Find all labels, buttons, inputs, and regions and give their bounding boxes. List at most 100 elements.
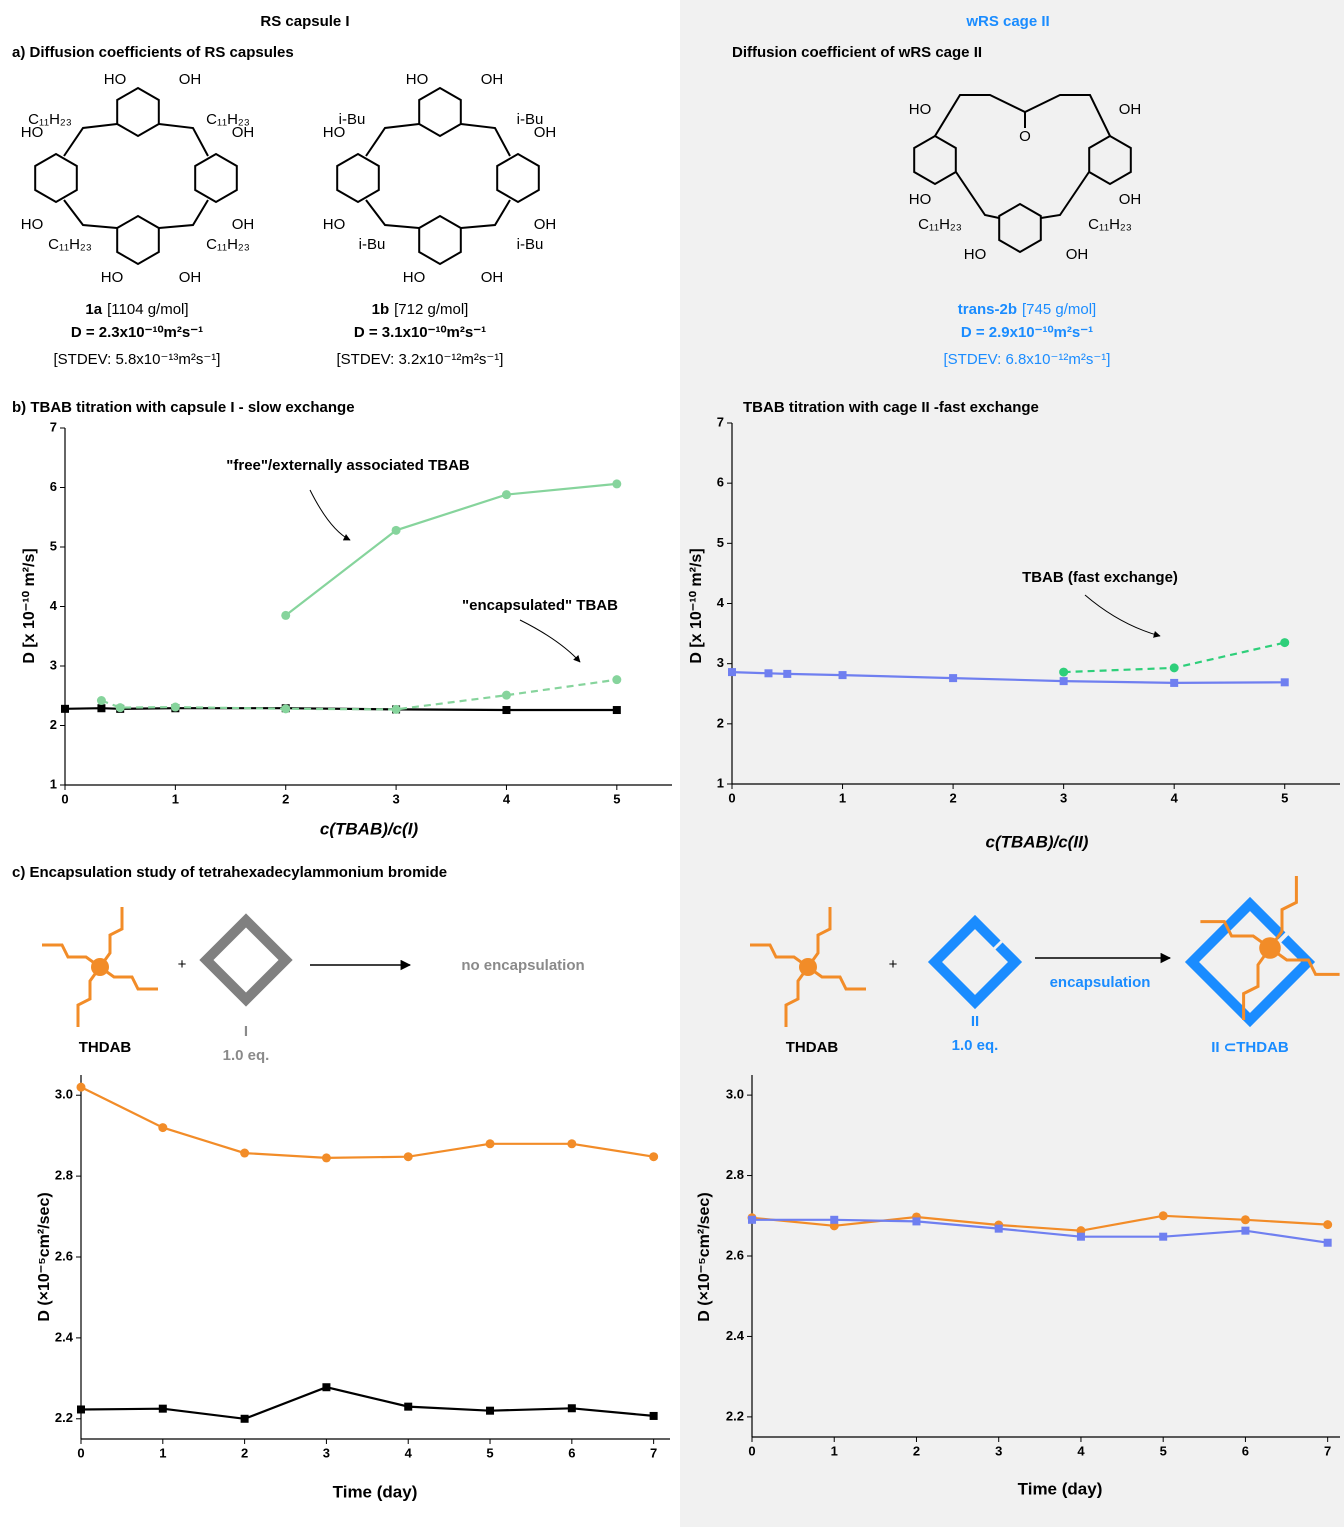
scheme-label: 1.0 eq. — [223, 1047, 270, 1064]
marker — [839, 671, 847, 679]
atom-label: C₁₁H₂₃ — [48, 236, 92, 253]
x-tick-label: 5 — [1281, 790, 1288, 805]
atom-label: OH — [1119, 101, 1142, 118]
marker — [613, 706, 621, 714]
y-axis-label: D [x 10⁻¹⁰ m²/s] — [688, 548, 705, 663]
marker — [392, 705, 401, 714]
compound-name: 1a — [85, 301, 102, 318]
marker — [1280, 638, 1289, 647]
scheme-label: + — [889, 956, 898, 973]
ammonium — [1259, 937, 1281, 959]
panel-title: c) Encapsulation study of tetrahexadecyl… — [12, 864, 447, 881]
atom-label: OH — [179, 269, 202, 286]
y-tick-label: 2.2 — [726, 1408, 744, 1423]
marker — [322, 1383, 330, 1391]
marker — [404, 1403, 412, 1411]
atom-label: HO — [21, 216, 44, 233]
x-tick-label: 1 — [159, 1445, 166, 1460]
x-tick-label: 7 — [650, 1445, 657, 1460]
x-tick-label: 4 — [1077, 1443, 1085, 1458]
marker — [158, 1123, 167, 1132]
right-background — [680, 0, 1344, 1527]
compound-caption: 1b[712 g/mol] — [372, 301, 469, 318]
y-tick-label: 3 — [50, 657, 57, 672]
chart-title: b) TBAB titration with capsule I - slow … — [12, 399, 355, 416]
scheme-label: encapsulation — [1050, 974, 1151, 991]
figure: RS capsule I wRS cage II a) Diffusion co… — [0, 0, 1344, 1527]
y-tick-label: 2.6 — [726, 1247, 744, 1262]
y-axis-label: D (×10⁻⁵cm²/sec) — [36, 1192, 53, 1321]
scheme-label: I — [244, 1023, 248, 1040]
ammonium — [91, 958, 109, 976]
atom-label: OH — [481, 269, 504, 286]
marker — [1077, 1233, 1085, 1241]
x-axis-label: Time (day) — [1018, 1479, 1103, 1498]
panel-title: Diffusion coefficient of wRS cage II — [732, 44, 982, 61]
x-tick-label: 0 — [61, 791, 68, 806]
atom-label: HO — [21, 124, 44, 141]
compound-name: 1b — [372, 301, 390, 318]
atom-label: HO — [403, 269, 426, 286]
marker — [241, 1415, 249, 1423]
marker — [783, 670, 791, 678]
y-axis-label: D (×10⁻⁵cm²/sec) — [696, 1192, 713, 1321]
marker — [502, 490, 511, 499]
atom-label: HO — [406, 71, 429, 88]
atom-label: C₁₁H₂₃ — [1088, 216, 1132, 233]
y-tick-label: 1 — [717, 775, 724, 790]
marker — [281, 704, 290, 713]
x-tick-label: 0 — [77, 1445, 84, 1460]
x-tick-label: 5 — [613, 791, 620, 806]
y-tick-label: 5 — [50, 538, 57, 553]
x-tick-label: 2 — [913, 1443, 920, 1458]
x-tick-label: 4 — [503, 791, 511, 806]
y-tick-label: 2.8 — [55, 1168, 73, 1183]
diffusion-coefficient: D = 3.1x10⁻¹⁰m²s⁻¹ — [354, 324, 486, 341]
y-tick-label: 1 — [50, 776, 57, 791]
x-tick-label: 3 — [1060, 790, 1067, 805]
marker — [97, 696, 106, 705]
marker — [171, 703, 180, 712]
molar-mass: [745 g/mol] — [1022, 301, 1096, 318]
y-axis-label: D [x 10⁻¹⁰ m²/s] — [21, 548, 38, 663]
x-axis-label: c(TBAB)/c(I) — [320, 819, 419, 838]
atom-label: HO — [909, 101, 932, 118]
x-tick-label: 3 — [392, 791, 399, 806]
x-tick-label: 2 — [949, 790, 956, 805]
marker — [1241, 1227, 1249, 1235]
y-tick-label: 2.4 — [726, 1328, 745, 1343]
header: wRS cage II — [965, 13, 1049, 30]
x-tick-label: 1 — [831, 1443, 838, 1458]
atom-label: OH — [1066, 246, 1089, 263]
compound-name: trans-2b — [958, 301, 1017, 318]
annotation: "free"/externally associated TBAB — [226, 457, 470, 474]
compound-caption: trans-2b [745 g/mol] — [958, 301, 1096, 318]
marker — [612, 675, 621, 684]
molar-mass: [1104 g/mol] — [107, 301, 188, 318]
marker — [912, 1217, 920, 1225]
scheme-label: II — [971, 1013, 979, 1030]
marker — [1059, 668, 1068, 677]
x-tick-label: 3 — [323, 1445, 330, 1460]
atom-label: C₁₁H₂₃ — [206, 236, 250, 253]
y-tick-label: 4 — [717, 595, 725, 610]
scheme-label: THDAB — [786, 1039, 839, 1056]
marker — [159, 1405, 167, 1413]
x-axis-label: c(TBAB)/c(II) — [986, 832, 1089, 851]
atom-label: HO — [909, 191, 932, 208]
y-tick-label: 3.0 — [726, 1087, 744, 1102]
x-tick-label: 0 — [728, 790, 735, 805]
marker — [764, 669, 772, 677]
y-tick-label: 5 — [717, 535, 724, 550]
marker — [830, 1216, 838, 1224]
y-tick-label: 2.2 — [55, 1410, 73, 1425]
atom-label: OH — [534, 124, 557, 141]
annotation: TBAB (fast exchange) — [1022, 569, 1178, 586]
marker — [1170, 663, 1179, 672]
diffusion-coefficient: D = 2.3x10⁻¹⁰m²s⁻¹ — [71, 324, 203, 341]
marker — [949, 674, 957, 682]
x-tick-label: 3 — [995, 1443, 1002, 1458]
marker — [97, 704, 105, 712]
panel-title: a) Diffusion coefficients of RS capsules — [12, 44, 294, 61]
atom-label: HO — [104, 71, 127, 88]
